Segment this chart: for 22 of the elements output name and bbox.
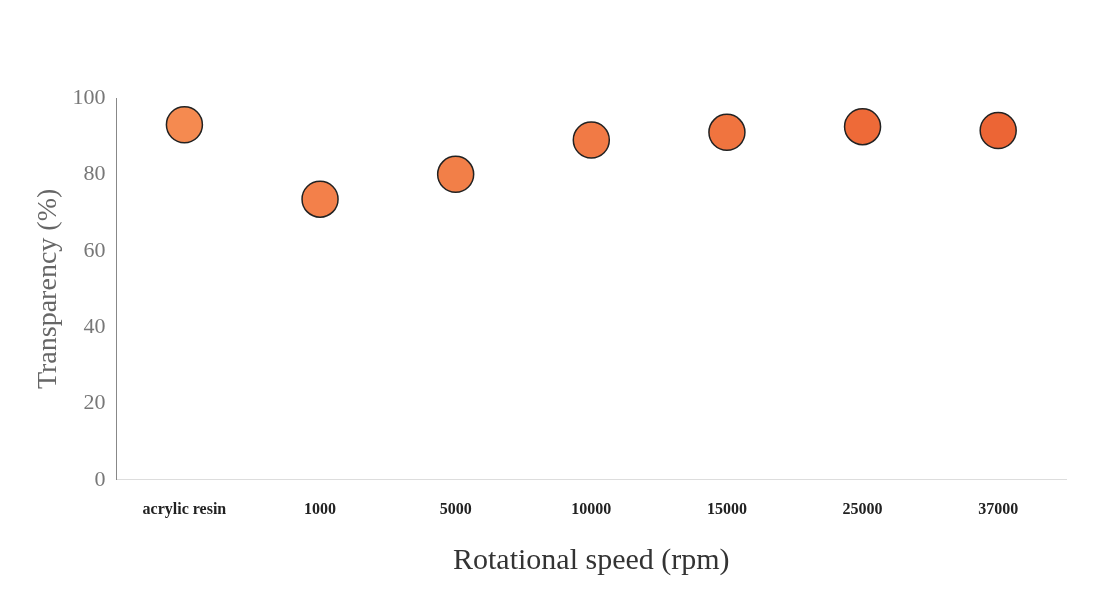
x-axis-title: Rotational speed (rpm) — [453, 541, 730, 576]
y-tick-label: 0 — [94, 465, 106, 491]
point — [708, 113, 746, 152]
x-tick-label: 5000 — [439, 499, 472, 517]
y-tick-label: 40 — [83, 312, 106, 338]
point — [436, 155, 475, 194]
x-tick-label: 25000 — [842, 499, 883, 517]
point — [301, 180, 339, 218]
point — [572, 121, 611, 159]
point — [843, 107, 882, 146]
y-tick-label: 20 — [83, 389, 106, 415]
x-tick-label: 1000 — [304, 499, 337, 517]
point — [979, 111, 1017, 150]
y-tick-label: 100 — [72, 83, 106, 109]
x-tick-label: acrylic resin — [142, 499, 227, 518]
x-tick-label: 10000 — [571, 499, 612, 517]
y-tick-label: 80 — [83, 160, 106, 186]
x-tick-label: 15000 — [706, 499, 747, 517]
point — [165, 105, 204, 144]
x-tick-label: 37000 — [978, 499, 1019, 517]
y-tick-label: 60 — [83, 236, 106, 262]
y-axis-title: Transparency (%) — [31, 188, 63, 390]
